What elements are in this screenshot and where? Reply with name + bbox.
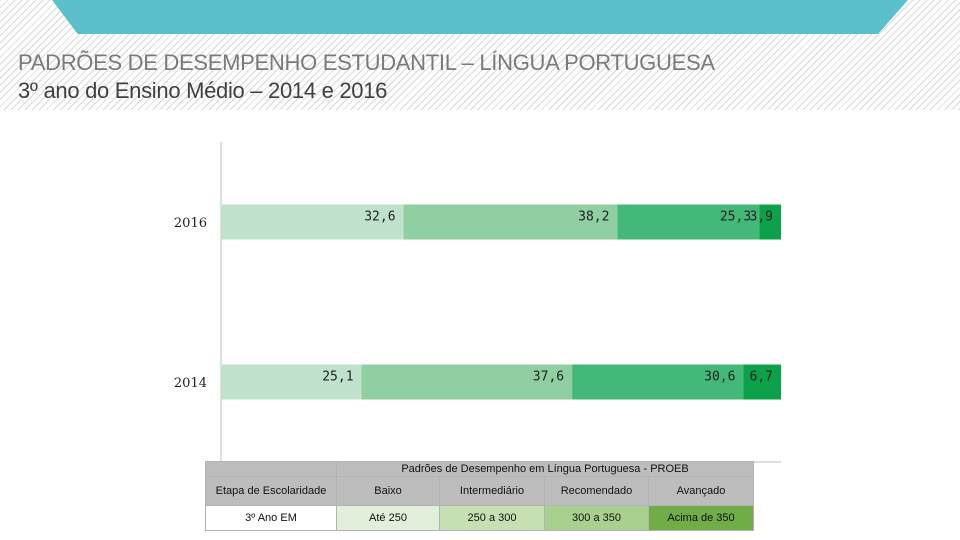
table-header-row: Padrões de Desempenho em Língua Portugue… [205, 461, 755, 477]
page-title: PADRÕES DE DESEMPENHO ESTUDANTIL – LÍNGU… [18, 50, 715, 75]
col-header-intermediario: Intermediário [439, 476, 545, 506]
data-label: 25,1 [322, 370, 353, 385]
cell-baixo-range: Até 250 [336, 505, 440, 531]
table-title: Padrões de Desempenho em Língua Portugue… [335, 461, 755, 477]
bar-segment [759, 204, 781, 240]
data-label: 6,7 [750, 370, 773, 385]
category-tick-label: 2016 [174, 216, 207, 231]
data-label: 37,6 [533, 370, 564, 385]
bar-segment [361, 364, 573, 400]
bar-segment [572, 364, 744, 400]
bar-segment [221, 364, 362, 400]
data-label: 25,3 [720, 210, 751, 225]
data-label: 30,6 [704, 370, 735, 385]
cell-intermediario-range: 250 a 300 [439, 505, 545, 531]
cell-recomendado-range: 300 a 350 [544, 505, 649, 531]
data-label: 3,9 [750, 210, 773, 225]
header-banner [52, 0, 908, 34]
col-header-stage: Etapa de Escolaridade [205, 476, 337, 506]
table-columns-row: Etapa de Escolaridade Baixo Intermediári… [205, 476, 755, 506]
table-row: 3º Ano EM Até 250 250 a 300 300 a 350 Ac… [205, 505, 755, 531]
col-header-baixo: Baixo [336, 476, 440, 506]
col-header-recomendado: Recomendado [544, 476, 649, 506]
table-header-empty-cell [205, 461, 337, 477]
col-header-avancado: Avançado [647, 476, 755, 506]
data-label: 32,6 [364, 210, 395, 225]
category-tick-label: 2014 [174, 376, 207, 391]
cell-avancado-range: Acima de 350 [647, 505, 755, 531]
bar-segment [403, 204, 618, 240]
bar-segment [743, 364, 781, 400]
bar-segment [617, 204, 760, 240]
page-subtitle: 3º ano do Ensino Médio – 2014 e 2016 [18, 78, 388, 103]
bar-segment [221, 204, 404, 240]
cell-stage: 3º Ano EM [205, 505, 337, 531]
performance-standards-table: Padrões de Desempenho em Língua Portugue… [205, 461, 755, 531]
data-label: 38,2 [578, 210, 609, 225]
